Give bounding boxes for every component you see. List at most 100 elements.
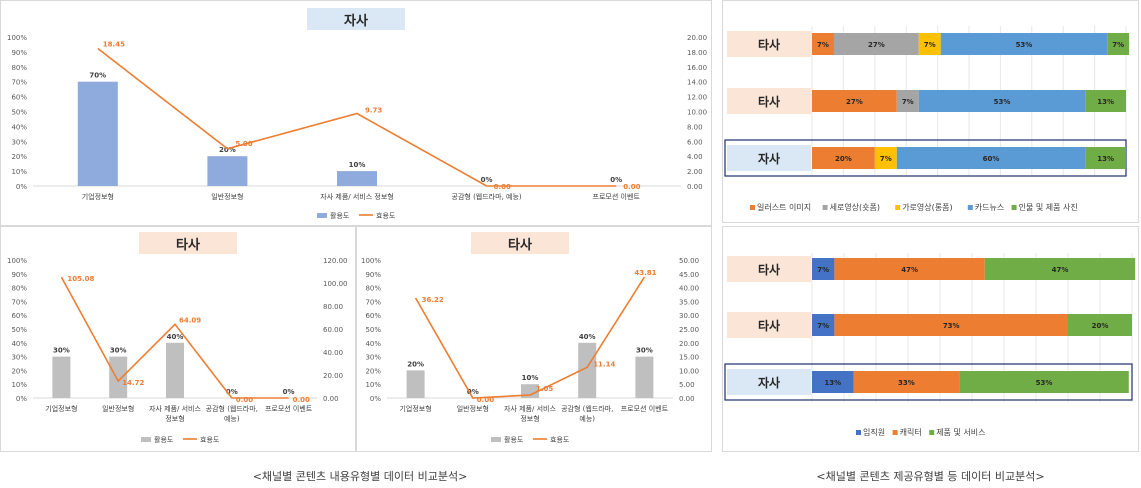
caption-left: <채널별 콘텐츠 내용유형별 데이터 비교분석> (252, 470, 468, 483)
y2-tick-label: 120.00 (323, 257, 348, 265)
y-tick-label: 10% (11, 168, 27, 176)
bar-value-label: 0% (226, 388, 238, 396)
row-label: 타사 (758, 262, 780, 277)
category-label: 공감형 (웹드라마, (206, 404, 258, 413)
line-value-label: 0.00 (236, 396, 253, 404)
line-value-label: 0.00 (477, 396, 494, 404)
legend-label-line: 효용도 (376, 212, 396, 220)
y-tick-label: 90% (365, 271, 381, 279)
chart-panel-stacked-provider: 타사 7% 47% 47% 타사 7% 73% 20% 자사 13% 33% 53% 임직원 캐릭터 제품 … (722, 226, 1139, 452)
y2-tick-label: 8.00 (687, 123, 703, 131)
line-value-label: 18.45 (103, 41, 125, 49)
segment-value-label: 7% (817, 266, 829, 274)
bar (166, 342, 184, 398)
bar-value-label: 40% (167, 333, 184, 341)
row-label: 타사 (758, 94, 780, 109)
stacked-segment (812, 33, 834, 55)
y2-tick-label: 40.00 (679, 285, 699, 293)
y2-tick-label: 6.00 (687, 138, 703, 146)
y2-tick-label: 16.00 (687, 64, 707, 72)
legend-swatch (750, 205, 755, 210)
category-label: 예능) (579, 414, 595, 423)
category-label: 기업정보형 (82, 192, 114, 201)
category-label: 프로모션 이벤트 (621, 404, 669, 413)
row-label: 타사 (758, 37, 780, 52)
segment-value-label: 53% (994, 98, 1011, 106)
segment-value-label: 27% (868, 41, 885, 49)
segment-value-label: 13% (1097, 155, 1114, 163)
y2-tick-label: 35.00 (679, 298, 699, 306)
y-tick-label: 60% (365, 312, 381, 320)
y-tick-label: 30% (11, 138, 27, 146)
segment-value-label: 60% (983, 155, 1000, 163)
y-tick-label: 80% (365, 285, 381, 293)
y-tick-label: 50% (11, 109, 27, 117)
chart-title-other2: 타사 (471, 232, 569, 254)
stacked-segment (812, 314, 835, 336)
bar-value-label: 0% (481, 176, 493, 184)
y2-tick-label: 80.00 (323, 303, 343, 311)
segment-value-label: 7% (924, 41, 936, 49)
stacked-segment (959, 371, 1129, 393)
row-label: 자사 (758, 151, 780, 166)
legend-label: 세로영상(숏폼) (830, 202, 880, 212)
y2-tick-label: 40.00 (323, 349, 343, 357)
legend-swatch-bar (141, 437, 151, 442)
y-tick-label: 100% (7, 34, 27, 42)
legend-swatch (822, 205, 828, 210)
y2-tick-label: 0.00 (687, 183, 703, 191)
y-tick-label: 20% (11, 153, 27, 161)
category-label: 일반정보형 (102, 404, 134, 413)
category-label: 일반정보형 (457, 404, 489, 413)
y2-tick-label: 2.00 (687, 168, 703, 176)
bar (77, 81, 118, 186)
stacked-chart-provider: 타사 7% 47% 47% 타사 7% 73% 20% 자사 13% 33% 53% 임직원 캐릭터 제품 … (724, 253, 1136, 437)
y-tick-label: 30% (11, 354, 27, 362)
line-value-label: 0.00 (293, 396, 310, 404)
chart-panel-self-content: 자사 0% 10% 20% 30% 40% 50% 60% 70% 80% 90% 100% 0.00… (0, 0, 712, 226)
segment-value-label: 27% (846, 98, 863, 106)
caption-right: <채널별 콘텐츠 제공유형별 등 데이터 비교분석> (816, 470, 1045, 483)
category-label: 프로모션 이벤트 (593, 192, 641, 201)
category-label: 자사 제품/ 서비스 (149, 404, 201, 413)
segment-value-label: 13% (1097, 98, 1114, 106)
category-label: 정보형 (165, 414, 184, 423)
y-tick-label: 0% (16, 183, 27, 191)
self-row-frame (724, 363, 1133, 401)
chart-panel-other1-content: 타사 0% 10% 20% 30% 40% 50% 60% 70% 80% 90% 100% 0.00… (0, 226, 356, 452)
y2-tick-label: 45.00 (679, 271, 699, 279)
combo-chart-self: 0% 10% 20% 30% 40% 50% 60% 70% 80% 90% 100% 0.00 2.0… (7, 34, 707, 220)
line-value-label: 64.09 (179, 316, 201, 324)
legend-label: 캐릭터 (900, 427, 922, 437)
category-label: 자사 제품/ 서비스 정보형 (320, 192, 393, 201)
stacked-segment (874, 147, 897, 169)
bar (109, 356, 128, 398)
row-label: 자사 (758, 375, 780, 390)
category-label: 기업정보형 (399, 404, 431, 413)
y2-tick-label: 5.00 (679, 381, 695, 389)
y2-tick-label: 0.00 (679, 395, 695, 403)
stacked-segment (918, 90, 1086, 112)
legend-swatch (1011, 205, 1017, 210)
category-label: 정보형 (520, 414, 539, 423)
y-tick-label: 80% (11, 64, 27, 72)
y-tick-label: 60% (11, 312, 27, 320)
series-line-utility (414, 276, 646, 399)
line-value-label: 11.14 (593, 360, 615, 368)
bar-value-label: 0% (467, 388, 479, 396)
legend-swatch-bar (317, 213, 327, 218)
y2-tick-label: 14.00 (687, 79, 707, 87)
category-label: 공감형 (웹드라마, 예능) (452, 192, 522, 201)
line-value-label: 0.00 (623, 183, 640, 191)
segment-value-label: 7% (817, 322, 829, 330)
chart-panel-stacked-format: 타사 7% 27% 7% 53% 7% 타사 27% 7% 53% 13% 자사 20% 7% 60% 13%… (722, 0, 1139, 223)
y-tick-label: 50% (365, 326, 381, 334)
bar (578, 342, 597, 398)
bar-value-label: 20% (219, 146, 236, 154)
y-tick-label: 100% (7, 257, 27, 265)
y-tick-label: 40% (365, 340, 381, 348)
stacked-segment (812, 258, 835, 280)
row-label-box (727, 31, 811, 57)
stacked-segment (940, 33, 1108, 55)
y-tick-label: 60% (11, 94, 27, 102)
